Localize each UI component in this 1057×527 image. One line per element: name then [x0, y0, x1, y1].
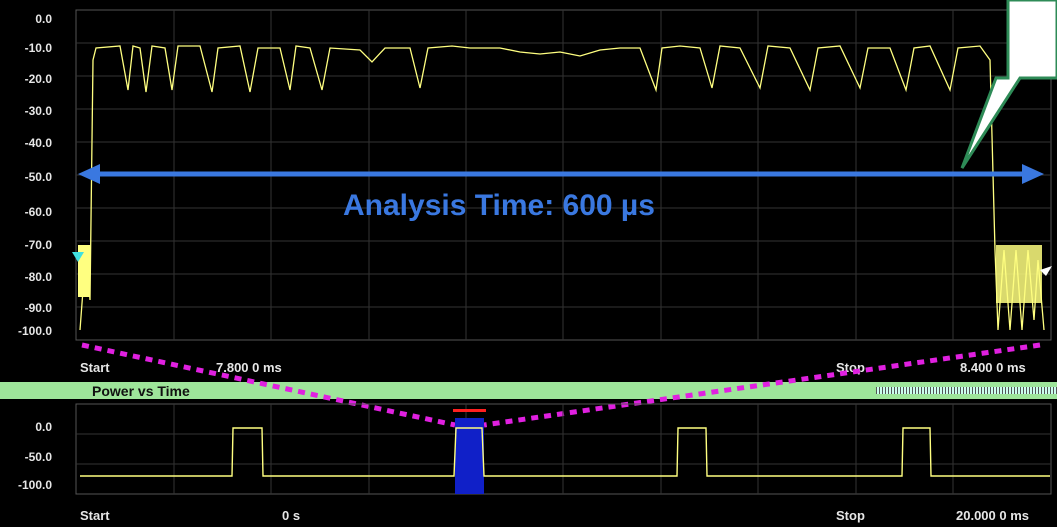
callout-pointer — [960, 0, 1057, 169]
upper-noise-right — [996, 245, 1042, 303]
y-tick-label: -50.0 — [24, 170, 52, 184]
y-tick-label: 0.0 — [35, 12, 52, 26]
lower-stop-label: Stop — [836, 508, 865, 523]
marker-right-icon — [1040, 266, 1052, 276]
upper-start-value: 7.800 0 ms — [216, 360, 282, 375]
panel-title[interactable]: Power vs Time — [92, 383, 190, 399]
lower-start-value: 0 s — [282, 508, 301, 523]
y-tick-label: -70.0 — [24, 238, 52, 252]
y-tick-label: -60.0 — [24, 205, 52, 219]
upper-start-label: Start — [80, 360, 110, 375]
y-tick-label: -40.0 — [24, 136, 52, 150]
lower-power-trace — [80, 427, 1050, 477]
y-tick-label: 0.0 — [35, 420, 52, 434]
zoom-indicator-lines — [81, 342, 1041, 428]
y-tick-label: -90.0 — [24, 301, 52, 315]
upper-power-trace — [79, 45, 1045, 331]
selection-region — [455, 418, 484, 494]
y-tick-label: -50.0 — [24, 450, 52, 464]
arrow-left-head — [78, 164, 100, 184]
y-tick-label: -100.0 — [17, 478, 52, 492]
analysis-time-arrow — [78, 164, 1044, 184]
y-tick-label: -30.0 — [24, 104, 52, 118]
y-tick-label: -80.0 — [24, 270, 52, 284]
arrow-right-head — [1022, 164, 1044, 184]
upper-noise-left — [78, 245, 90, 297]
analysis-time-label: Analysis Time: 600 µs — [343, 189, 655, 222]
y-tick-label: -100.0 — [17, 324, 52, 338]
marker-left-icon — [72, 252, 84, 262]
selection-marker — [453, 409, 486, 412]
y-tick-label: -20.0 — [24, 72, 52, 86]
y-tick-label: -10.0 — [24, 41, 52, 55]
lower-stop-value: 20.000 0 ms — [956, 508, 1030, 523]
lower-start-label: Start — [80, 508, 110, 523]
lower-grid — [76, 404, 1051, 494]
upper-stop-value: 8.400 0 ms — [960, 360, 1026, 375]
panel-scrollbar[interactable] — [876, 387, 1057, 394]
